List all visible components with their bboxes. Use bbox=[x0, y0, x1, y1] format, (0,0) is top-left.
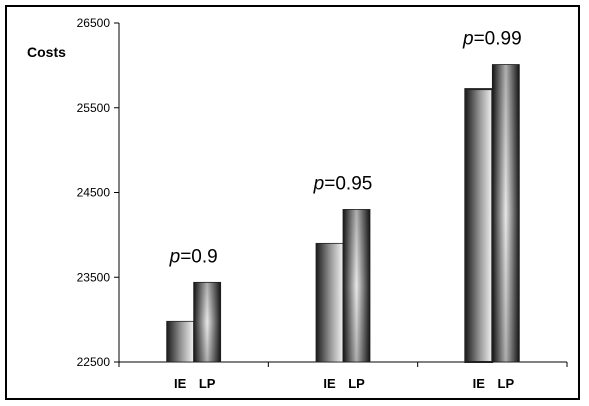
bar-shade bbox=[193, 282, 221, 362]
annotation-var: p bbox=[169, 246, 181, 267]
bar-ie-3 bbox=[464, 88, 494, 363]
y-tick-label: 22500 bbox=[77, 355, 111, 369]
category-label: IE bbox=[323, 376, 336, 391]
category-label: IE bbox=[174, 376, 187, 391]
annotation-value: =0.9 bbox=[180, 246, 218, 267]
annotation-value: =0.95 bbox=[324, 173, 372, 194]
annotation-var: p bbox=[313, 173, 325, 194]
y-ticks: 22500 23500 24500 25500 26500 bbox=[77, 16, 119, 369]
annotation-value: =0.99 bbox=[474, 29, 522, 50]
category-label: LP bbox=[348, 376, 365, 391]
bars bbox=[166, 64, 520, 363]
chart-frame: Costs 22500 23500 24500 25500 26500 IE LP IE LP… bbox=[5, 5, 580, 400]
category-label: IE bbox=[473, 376, 486, 391]
y-tick-label: 23500 bbox=[77, 270, 111, 284]
category-label: LP bbox=[498, 376, 515, 391]
annotation-var: p bbox=[462, 29, 474, 50]
y-tick-label: 26500 bbox=[77, 16, 111, 30]
annotations: p=0.9p=0.95p=0.99 bbox=[169, 29, 522, 268]
y-axis-title: Costs bbox=[27, 44, 66, 60]
y-tick-label: 24500 bbox=[77, 186, 111, 200]
bar-shade bbox=[343, 209, 370, 362]
group-annotation: p=0.95 bbox=[313, 173, 373, 194]
bar-ie-1 bbox=[166, 320, 195, 363]
x-ticks bbox=[118, 362, 568, 367]
y-tick-label: 25500 bbox=[77, 101, 111, 115]
bar-ie-2 bbox=[315, 242, 344, 363]
group-annotation: p=0.99 bbox=[462, 29, 522, 50]
category-label: LP bbox=[199, 376, 216, 391]
category-labels: IE LP IE LP IE LP bbox=[174, 376, 514, 391]
bar-chart: Costs 22500 23500 24500 25500 26500 IE LP IE LP… bbox=[27, 16, 568, 391]
bar-shade bbox=[492, 64, 520, 362]
group-annotation: p=0.9 bbox=[169, 246, 218, 267]
